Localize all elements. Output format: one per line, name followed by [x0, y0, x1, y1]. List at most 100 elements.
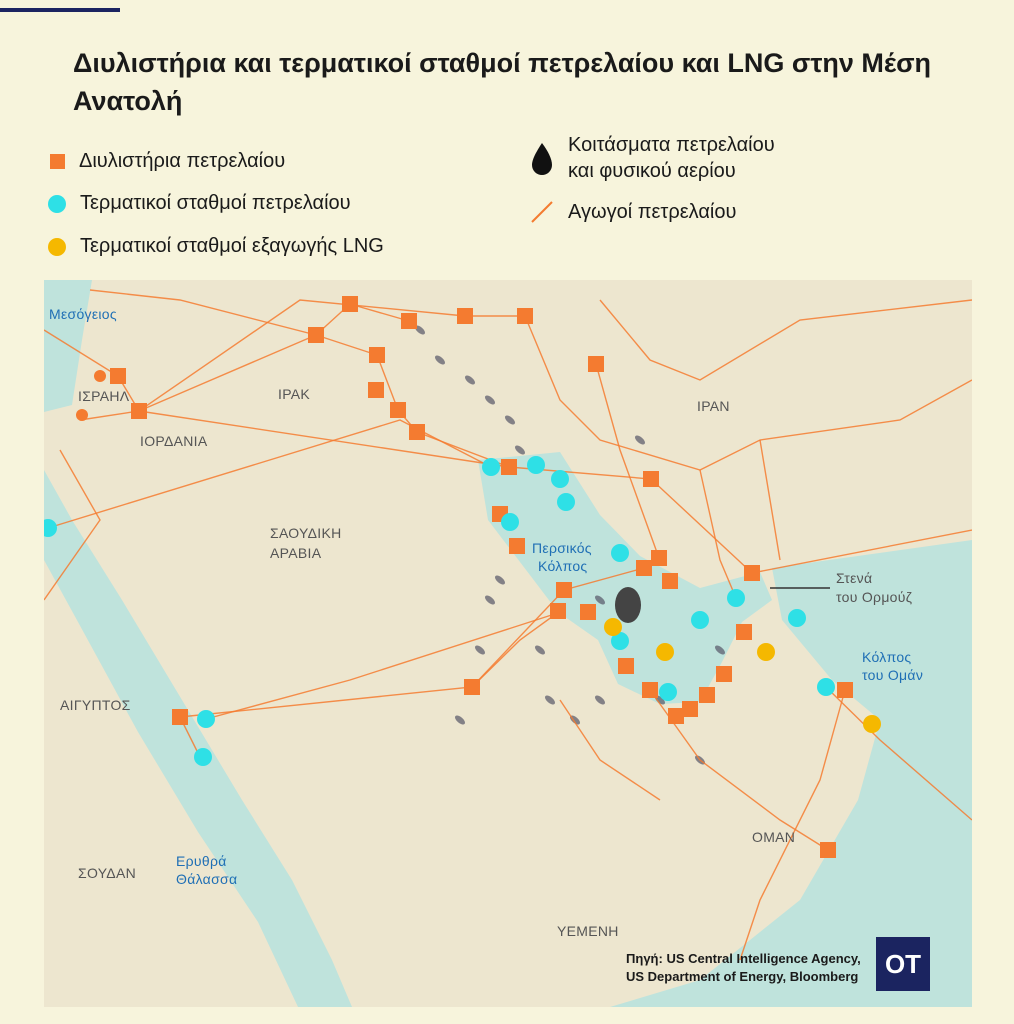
oil-terminal-marker	[659, 683, 677, 701]
pipeline	[44, 329, 317, 412]
refinery-marker	[580, 604, 596, 620]
oil-field	[475, 645, 485, 655]
square-icon	[50, 154, 65, 169]
oil-field	[595, 595, 605, 605]
source-line: US Department of Energy, Bloomberg	[626, 969, 859, 984]
legend-oil-terminals: Τερματικοί σταθμοί πετρελαίου	[48, 192, 351, 215]
map-label-saudi2: ΑΡΑΒΙΑ	[270, 545, 322, 561]
refinery-marker	[643, 471, 659, 487]
refinery-marker	[642, 682, 658, 698]
refinery-marker	[699, 687, 715, 703]
refinery-marker	[517, 308, 533, 324]
map-label-med: Μεσόγειος	[49, 306, 117, 322]
pipeline	[471, 610, 561, 688]
refinery-marker	[131, 403, 147, 419]
oil-field	[595, 695, 605, 705]
oil-field	[485, 395, 495, 405]
legend-label: Κοιτάσματα πετρελαίου	[568, 134, 775, 156]
oil-field	[515, 445, 525, 455]
refinery-marker	[110, 368, 126, 384]
map	[44, 280, 972, 1007]
page-title: Διυλιστήρια και τερματικοί σταθμοί πετρε…	[73, 48, 932, 116]
oil-terminal-marker	[551, 470, 569, 488]
mediterranean	[44, 280, 92, 412]
legend-deposits: Κοιτάσματα πετρελαίου και φυσικού αερίου	[530, 132, 775, 184]
oil-terminal-marker	[501, 513, 519, 531]
refinery-marker	[837, 682, 853, 698]
circle-icon	[48, 194, 66, 213]
refinery-marker	[820, 842, 836, 858]
oil-field	[545, 695, 555, 705]
legend-refineries: Διυλιστήρια πετρελαίου	[50, 150, 285, 173]
lng-terminal-marker	[863, 715, 881, 733]
map-label-yemen: ΥΕΜΕΝΗ	[557, 923, 619, 939]
red-sea	[44, 470, 352, 1007]
oil-terminal-marker	[44, 519, 57, 537]
map-label-red1: Ερυθρά	[176, 853, 227, 869]
pipeline	[559, 699, 661, 801]
map-label-red2: Θάλασσα	[176, 871, 238, 887]
refinery-marker	[342, 296, 358, 312]
refinery-marker	[409, 424, 425, 440]
refinery-marker	[651, 550, 667, 566]
lng-terminal-marker	[604, 618, 622, 636]
oil-terminal-marker	[788, 609, 806, 627]
ot-logo: OT	[876, 937, 930, 991]
refinery-marker	[682, 701, 698, 717]
map-label-gulf1: Περσικός	[532, 540, 592, 556]
pipeline-line-icon	[531, 201, 553, 223]
oil-terminal-marker	[194, 748, 212, 766]
legend-label: και φυσικού αερίου	[568, 160, 736, 182]
map-canvas	[44, 280, 972, 1007]
oil-terminal-marker	[611, 544, 629, 562]
refinery-marker	[401, 313, 417, 329]
pipeline	[44, 449, 101, 601]
oil-field	[535, 645, 545, 655]
map-label-oman_gulf1: Κόλπος	[862, 649, 912, 665]
refinery-marker	[550, 603, 566, 619]
refinery-marker	[368, 382, 384, 398]
map-label-saudi1: ΣΑΟΥΔΙΚΗ	[270, 525, 342, 541]
arabian-sea	[610, 540, 972, 1007]
oil-field	[455, 715, 465, 725]
refinery-marker	[618, 658, 634, 674]
top-accent-bar	[0, 8, 120, 12]
legend-label: Τερματικοί σταθμοί πετρελαίου	[80, 192, 351, 214]
map-label-oman: ΟΜΑΝ	[752, 829, 796, 845]
map-label-israel: ΙΣΡΑΗΛ	[78, 388, 130, 404]
map-label-gulf2: Κόλπος	[538, 558, 588, 574]
pipeline	[759, 439, 781, 561]
oil-terminal-marker	[557, 493, 575, 511]
lng-terminal-marker	[757, 643, 775, 661]
source-note: Πηγή: US Central Intelligence Agency, US …	[626, 950, 861, 986]
oil-terminal-marker	[817, 678, 835, 696]
refinery-marker-small	[76, 409, 88, 421]
pipeline	[179, 567, 645, 718]
map-label-egypt: ΑΙΓΥΠΤΟΣ	[60, 697, 131, 713]
oil-terminal-marker	[691, 611, 709, 629]
legend-label: Αγωγοί πετρελαίου	[568, 200, 737, 223]
pipeline	[649, 689, 829, 851]
oil-field	[495, 575, 505, 585]
oil-field	[505, 415, 515, 425]
oil-drop-icon	[532, 143, 552, 175]
refinery-marker	[308, 327, 324, 343]
refinery-marker	[736, 624, 752, 640]
legend-lng-terminals: Τερματικοί σταθμοί εξαγωγής LNG	[48, 235, 384, 258]
oil-field	[485, 595, 495, 605]
refinery-marker	[457, 308, 473, 324]
pipeline	[79, 299, 525, 421]
refinery-marker	[172, 709, 188, 725]
oil-terminal-marker	[482, 458, 500, 476]
oil-terminal-marker	[527, 456, 545, 474]
oil-field	[635, 435, 645, 445]
oil-terminal-marker	[197, 710, 215, 728]
source-line: Πηγή: US Central Intelligence Agency,	[626, 951, 861, 966]
map-label-oman_gulf2: του Ομάν	[862, 667, 924, 683]
refinery-marker	[369, 347, 385, 363]
pipeline	[138, 410, 753, 574]
pipeline	[825, 686, 972, 821]
refinery-marker	[716, 666, 732, 682]
oil-field	[465, 375, 475, 385]
map-label-iraq: ΙΡΑΚ	[278, 386, 311, 402]
